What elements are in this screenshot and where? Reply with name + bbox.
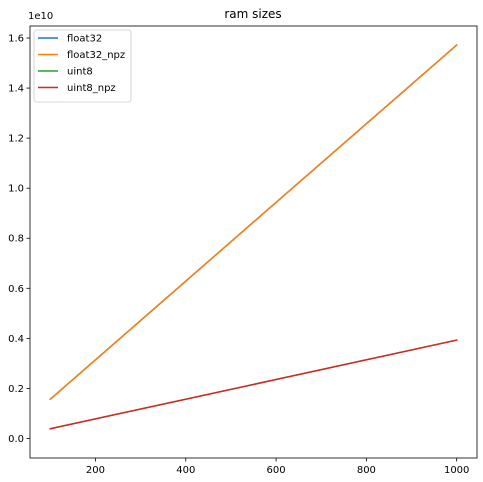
series-line-uint8-npz [49, 339, 458, 430]
chart-title: ram sizes [224, 7, 281, 21]
y-tick-label: 1.2 [8, 134, 24, 145]
axes-frame [29, 25, 478, 459]
y-tick-label: 1.6 [8, 34, 24, 45]
y-tick-label: 0.0 [8, 434, 24, 445]
legend-label-uint8: uint8 [67, 67, 93, 78]
x-tick-label: 1000 [444, 465, 469, 476]
legend: float32 float32_npz uint8 uint8_npz [33, 29, 132, 103]
legend-label-uint8-npz: uint8_npz [67, 83, 116, 94]
plot-area: 200 400 600 800 1000 0.0 0.2 0.4 0.6 0.8 1.0 1.2 1.4… [8, 25, 478, 476]
x-tick-label: 200 [86, 465, 105, 476]
y-tick-label: 0.2 [8, 384, 24, 395]
y-tick-label: 1.4 [8, 84, 24, 95]
legend-label-float32-npz: float32_npz [67, 50, 125, 61]
x-tick-label: 400 [176, 465, 195, 476]
x-tick-label: 800 [357, 465, 376, 476]
y-tick-label: 0.8 [8, 234, 24, 245]
series-line-float32-npz [49, 43, 458, 401]
legend-box [33, 29, 132, 103]
y-tick-label: 1.0 [8, 184, 24, 195]
y-axis-offset-label: 1e10 [28, 11, 53, 22]
x-tick-label: 600 [267, 465, 286, 476]
y-tick-label: 0.4 [8, 334, 24, 345]
legend-label-float32: float32 [67, 34, 102, 45]
y-tick-label: 0.6 [8, 284, 24, 295]
